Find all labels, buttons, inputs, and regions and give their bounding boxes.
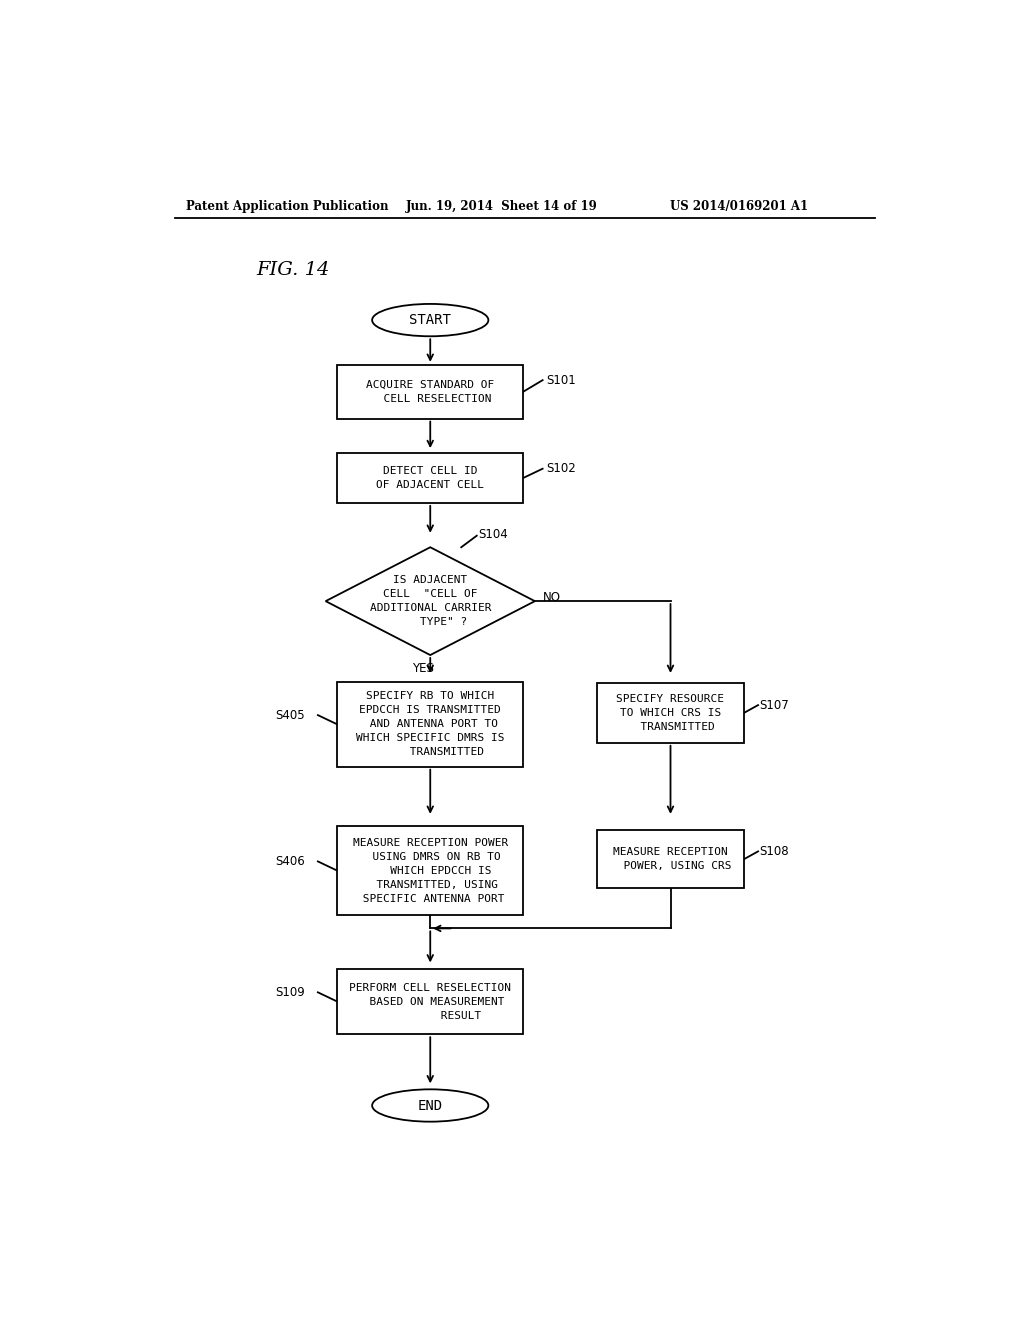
Bar (337, 969, 523, 1035)
Text: US 2014/0169201 A1: US 2014/0169201 A1 (671, 199, 809, 213)
Text: SPECIFY RB TO WHICH
EPDCCH IS TRANSMITTED
 AND ANTENNA PORT TO
WHICH SPECIFIC DM: SPECIFY RB TO WHICH EPDCCH IS TRANSMITTE… (356, 692, 505, 758)
Text: S107: S107 (760, 698, 790, 711)
Text: Patent Application Publication: Patent Application Publication (186, 199, 389, 213)
Bar (597, 830, 744, 888)
Ellipse shape (372, 304, 488, 337)
Text: S102: S102 (547, 462, 577, 475)
Text: IS ADJACENT
CELL  "CELL OF
ADDITIONAL CARRIER
    TYPE" ?: IS ADJACENT CELL "CELL OF ADDITIONAL CAR… (370, 576, 490, 627)
Bar (337, 826, 523, 915)
Text: S104: S104 (478, 528, 508, 541)
Bar (337, 364, 523, 418)
Text: ACQUIRE STANDARD OF
  CELL RESELECTION: ACQUIRE STANDARD OF CELL RESELECTION (367, 380, 495, 404)
Text: MEASURE RECEPTION POWER
  USING DMRS ON RB TO
   WHICH EPDCCH IS
  TRANSMITTED, : MEASURE RECEPTION POWER USING DMRS ON RB… (352, 838, 508, 904)
Text: PERFORM CELL RESELECTION
  BASED ON MEASUREMENT
         RESULT: PERFORM CELL RESELECTION BASED ON MEASUR… (349, 982, 511, 1020)
Polygon shape (326, 548, 535, 655)
Text: S406: S406 (275, 855, 305, 869)
Bar (597, 682, 744, 743)
Text: MEASURE RECEPTION
  POWER, USING CRS: MEASURE RECEPTION POWER, USING CRS (609, 847, 731, 871)
Text: FIG. 14: FIG. 14 (256, 261, 330, 279)
Bar (337, 682, 523, 767)
Text: NO: NO (543, 591, 560, 603)
Text: SPECIFY RESOURCE
TO WHICH CRS IS
  TRANSMITTED: SPECIFY RESOURCE TO WHICH CRS IS TRANSMI… (616, 694, 725, 731)
Text: S108: S108 (760, 845, 790, 858)
Text: END: END (418, 1098, 442, 1113)
Text: Jun. 19, 2014  Sheet 14 of 19: Jun. 19, 2014 Sheet 14 of 19 (406, 199, 597, 213)
Bar (337, 453, 523, 503)
Text: DETECT CELL ID
OF ADJACENT CELL: DETECT CELL ID OF ADJACENT CELL (376, 466, 484, 490)
Text: YES: YES (412, 663, 433, 676)
Ellipse shape (372, 1089, 488, 1122)
Text: S405: S405 (275, 709, 305, 722)
Text: S109: S109 (275, 986, 305, 999)
Text: START: START (410, 313, 452, 327)
Text: S101: S101 (547, 374, 577, 387)
